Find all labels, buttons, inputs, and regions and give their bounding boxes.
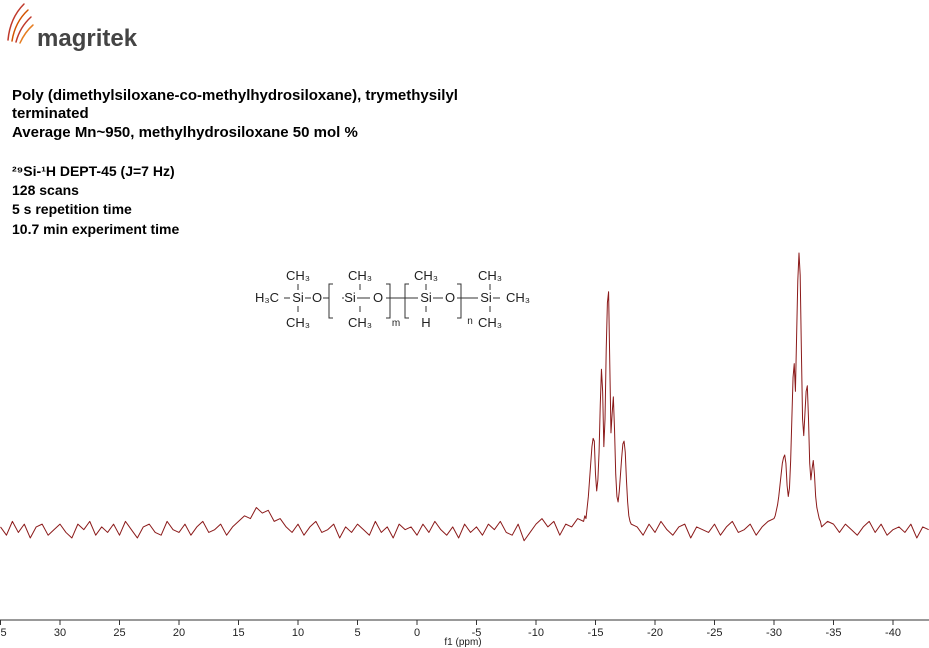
x-tick-label: -40 xyxy=(885,627,901,639)
title-line: terminated xyxy=(12,105,89,122)
x-tick-label: -15 xyxy=(588,627,604,639)
x-tick-label: 30 xyxy=(54,627,66,639)
x-tick-label: 15 xyxy=(232,627,244,639)
structure-label: O xyxy=(445,290,455,305)
structure-label: CH₃ xyxy=(478,268,502,283)
structure-label: n xyxy=(467,316,473,327)
structure-label: CH₃ xyxy=(348,315,372,330)
logo: magritek xyxy=(37,25,138,52)
x-tick-label: 35 xyxy=(0,627,7,639)
x-tick-label: -25 xyxy=(707,627,723,639)
x-axis-label: f1 (ppm) xyxy=(444,637,481,648)
structure-label: H₃C xyxy=(255,290,279,305)
structure-label: CH₃ xyxy=(286,268,310,283)
spectrum-line xyxy=(0,252,929,542)
detail-line: ²⁹Si-¹H DEPT-45 (J=7 Hz) xyxy=(12,163,175,179)
structure-label: O xyxy=(373,290,383,305)
structure-label: H xyxy=(421,315,430,330)
structure-label: Si xyxy=(292,290,304,305)
structure-label: O xyxy=(312,290,322,305)
detail-line: 10.7 min experiment time xyxy=(12,221,180,237)
plot: 35 30 25 20 15 10 5 0 -5 -10 -15 -20 -25 -30 -35 -40 f1 … xyxy=(0,252,929,648)
logo-icon xyxy=(7,3,34,44)
structure-label: CH₃ xyxy=(506,290,530,305)
structure-label: CH₃ xyxy=(348,268,372,283)
x-tick-label: 5 xyxy=(354,627,360,639)
x-tick-label: -20 xyxy=(647,627,663,639)
structure-bonds xyxy=(284,283,500,319)
title-line: Average Mn~950, methylhydrosiloxane 50 m… xyxy=(12,124,358,141)
structure-label: CH₃ xyxy=(414,268,438,283)
structure-label: m xyxy=(392,318,400,329)
structure-label: CH₃ xyxy=(286,315,310,330)
x-tick-label: -10 xyxy=(528,627,544,639)
x-tick-label: -5 xyxy=(472,627,482,639)
structure-label: Si xyxy=(480,290,492,305)
detail-line: 5 s repetition time xyxy=(12,201,132,217)
structure-label: CH₃ xyxy=(478,315,502,330)
x-tick-label: 20 xyxy=(173,627,185,639)
title-line: Poly (dimethylsiloxane-co-methylhydrosil… xyxy=(12,87,458,104)
x-tick-label: -35 xyxy=(826,627,842,639)
structure-label: Si xyxy=(344,290,356,305)
x-tick-label: 25 xyxy=(113,627,125,639)
detail-line: 128 scans xyxy=(12,182,79,198)
structure-label: Si xyxy=(420,290,432,305)
x-tick-label: -30 xyxy=(766,627,782,639)
x-tick-label: 10 xyxy=(292,627,304,639)
x-tick-label: 0 xyxy=(414,627,420,639)
